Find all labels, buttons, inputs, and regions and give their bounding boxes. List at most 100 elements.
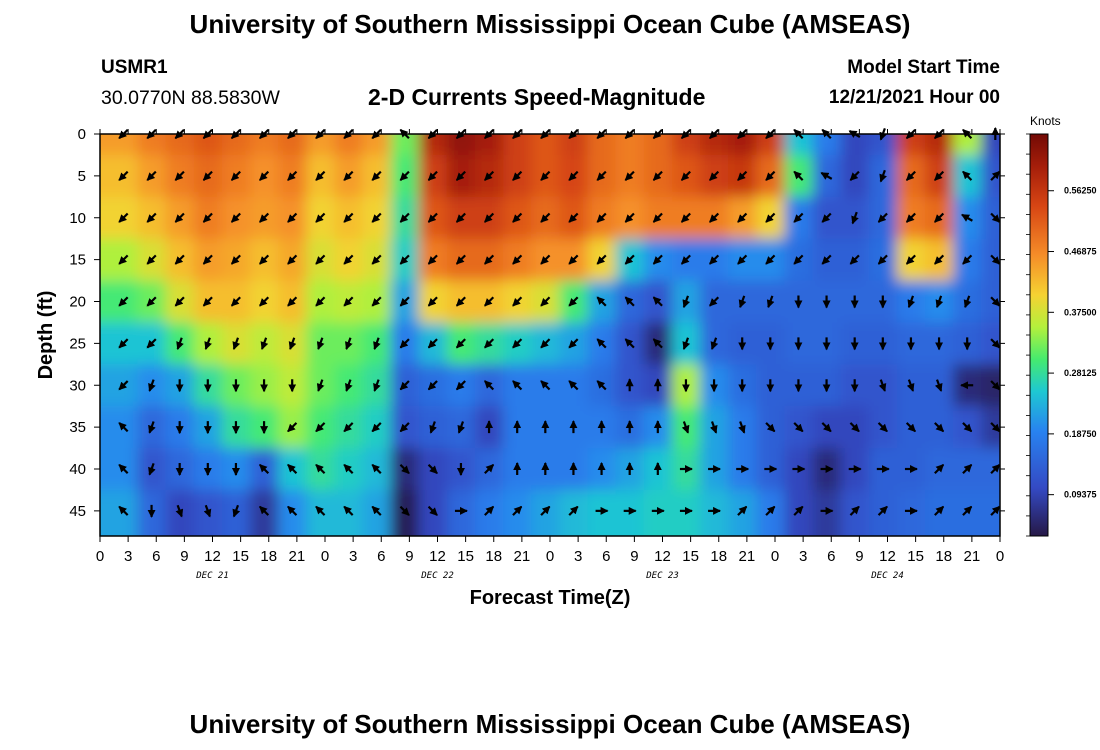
x-tick-label: 6 <box>377 548 385 565</box>
x-tick-label: 21 <box>514 548 531 565</box>
x-tick-label: 3 <box>574 548 582 565</box>
current-arrow <box>624 212 635 223</box>
current-arrow <box>821 254 832 265</box>
current-arrow <box>990 422 1001 433</box>
x-tick-label: 12 <box>654 548 671 565</box>
x-tick-label: 15 <box>682 548 699 565</box>
current-arrow <box>512 170 523 181</box>
current-arrow <box>455 170 466 181</box>
current-arrow <box>962 505 973 516</box>
current-arrow <box>287 463 298 475</box>
x-tick-label: 12 <box>204 548 221 565</box>
current-arrow <box>905 170 916 181</box>
heatmap-cell <box>784 134 814 156</box>
heatmap-cell <box>531 134 561 156</box>
heatmap-cell <box>756 134 786 156</box>
current-arrow <box>146 212 157 223</box>
current-arrow <box>990 380 1001 391</box>
current-arrow <box>962 463 973 475</box>
current-arrow <box>849 505 860 516</box>
heatmap-cell <box>981 238 1000 282</box>
heatmap-cell <box>981 154 1000 198</box>
heatmap-cell <box>868 134 898 156</box>
current-arrow <box>343 505 354 516</box>
current-arrow <box>568 338 579 349</box>
day-label: DEC 21 <box>195 571 229 581</box>
x-tick-label: 18 <box>710 548 727 565</box>
heatmap-cell <box>953 134 983 156</box>
current-arrow <box>934 379 943 392</box>
current-arrow <box>174 254 185 265</box>
current-arrow <box>512 296 523 307</box>
current-arrow <box>399 422 410 433</box>
current-arrow <box>821 422 832 433</box>
current-arrow <box>399 296 410 307</box>
current-arrow <box>427 505 438 516</box>
heatmap-cell <box>446 134 476 156</box>
heatmap-cell <box>981 448 1000 491</box>
current-arrow <box>568 296 579 307</box>
y-tick-label: 30 <box>69 377 86 394</box>
current-arrow <box>682 295 691 309</box>
current-arrow <box>821 212 832 223</box>
current-arrow <box>176 337 184 350</box>
current-arrow <box>765 505 776 516</box>
y-tick-label: 45 <box>69 503 86 520</box>
day-label: DEC 24 <box>870 571 904 581</box>
current-arrow <box>512 338 523 349</box>
day-label: DEC 23 <box>645 571 679 581</box>
colorbar-tick-label: 0.46875 <box>1064 247 1097 257</box>
x-tick-label: 9 <box>855 548 863 565</box>
current-arrow <box>877 422 888 433</box>
current-arrow <box>260 337 269 350</box>
heatmap-cell <box>475 134 505 156</box>
colorbar <box>1029 133 1049 537</box>
current-arrow <box>287 212 298 223</box>
x-tick-label: 3 <box>799 548 807 565</box>
current-arrow <box>879 169 887 183</box>
current-arrow <box>118 422 129 433</box>
heatmap-cell <box>981 196 1000 240</box>
current-arrow <box>624 254 635 265</box>
current-arrow <box>259 212 270 223</box>
current-arrow <box>877 212 888 223</box>
current-arrow <box>484 254 495 265</box>
current-arrow <box>877 254 888 265</box>
current-arrow <box>793 505 804 516</box>
current-arrow <box>146 296 157 307</box>
current-arrow <box>962 170 973 181</box>
current-arrow <box>174 296 185 307</box>
current-arrow <box>990 505 1001 516</box>
current-arrow <box>540 170 551 181</box>
current-arrow <box>202 296 213 307</box>
heatmap-cell <box>221 134 251 156</box>
y-tick-label: 15 <box>69 252 86 269</box>
heatmap-cell <box>981 364 1000 408</box>
current-arrow <box>204 337 212 350</box>
current-arrow <box>148 462 156 476</box>
current-arrow <box>765 422 776 433</box>
y-tick-label: 25 <box>69 335 86 352</box>
current-arrow <box>399 254 410 265</box>
current-arrow <box>652 338 663 349</box>
current-arrow <box>737 212 748 223</box>
x-tick-label: 0 <box>321 548 329 565</box>
y-tick-label: 35 <box>69 419 86 436</box>
heatmap-cell <box>137 134 167 156</box>
current-arrow <box>680 212 691 223</box>
current-arrow <box>652 254 663 265</box>
current-arrow <box>765 170 776 181</box>
current-arrow <box>934 212 945 223</box>
current-arrow <box>849 254 860 265</box>
station-coordinates: 30.0770N 88.5830W <box>101 87 280 109</box>
current-arrow <box>596 296 607 307</box>
current-arrow <box>315 296 326 307</box>
speed-heatmap <box>100 134 1000 536</box>
current-arrow <box>596 254 607 265</box>
current-arrow <box>738 421 746 434</box>
current-arrow <box>146 170 157 181</box>
heatmap-cell <box>812 134 842 156</box>
current-arrow <box>540 254 551 265</box>
current-arrow <box>427 380 438 391</box>
